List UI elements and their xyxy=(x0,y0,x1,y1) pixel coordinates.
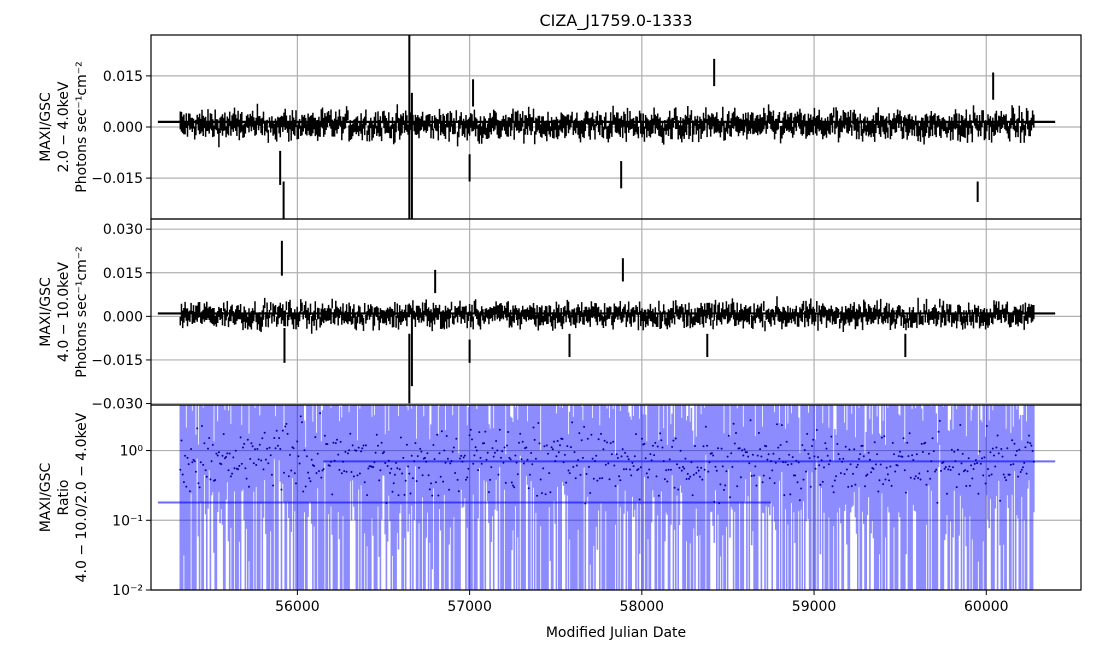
data-series-3 xyxy=(157,405,1056,590)
y-tick-label: 0.030 xyxy=(103,222,143,238)
panel-frame xyxy=(150,404,1082,591)
panel-2: −0.030 −0.015 0.000 0.015 0.030 MAXI/GSC 4.0 −… xyxy=(38,218,1082,413)
error-bars xyxy=(179,103,1035,148)
y-tick-label: 10⁰ xyxy=(120,444,144,460)
ratio-error-bars xyxy=(179,405,1035,590)
y-axis-label-line: Photons sec⁻¹cm⁻² xyxy=(74,246,90,378)
y-tick-label: 0.015 xyxy=(103,266,143,282)
error-bars xyxy=(179,296,1035,334)
ratio-points xyxy=(179,412,1035,505)
y-axis-label: MAXI/GSC 2.0 − 4.0keV Photons sec⁻¹cm⁻² xyxy=(38,61,90,193)
y-axis-label-line: 4.0 − 10.0/2.0 − 4.0keV xyxy=(74,412,90,582)
x-tick-label: 58000 xyxy=(620,599,665,615)
y-tick-label: 0.000 xyxy=(103,120,143,136)
y-tick-label: 0.015 xyxy=(103,69,143,85)
y-tick-label: −0.030 xyxy=(91,397,143,413)
chart-title: CIZA_J1759.0-1333 xyxy=(540,11,693,31)
x-tick-label: 56000 xyxy=(275,599,320,615)
data-series-2 xyxy=(157,240,1056,404)
y-axis-label-line: Ratio xyxy=(56,480,72,516)
y-axis-label-line: MAXI/GSC xyxy=(38,277,54,347)
y-axis-label-line: 2.0 − 4.0keV xyxy=(56,81,72,172)
panel-1: −0.015 0.000 0.015 MAXI/GSC 2.0 − 4.0keV Phot… xyxy=(38,34,1082,220)
y-axis-label-line: 4.0 − 10.0keV xyxy=(56,262,72,362)
y-axis-label-line: MAXI/GSC xyxy=(38,92,54,162)
y-tick-label: 10⁻¹ xyxy=(112,513,143,529)
x-tick-label: 59000 xyxy=(792,599,837,615)
panel-3: 56000 57000 58000 59000 60000 10⁻² 10⁻¹ 10⁰ MAXI… xyxy=(38,404,1082,615)
x-tick-label: 60000 xyxy=(964,599,1009,615)
y-axis-label: MAXI/GSC 4.0 − 10.0keV Photons sec⁻¹cm⁻² xyxy=(38,246,90,378)
y-tick-label: −0.015 xyxy=(91,171,143,187)
y-axis-label: MAXI/GSC Ratio 4.0 − 10.0/2.0 − 4.0keV xyxy=(38,412,90,582)
y-tick-label: 0.000 xyxy=(103,309,143,325)
y-axis-label-line: Photons sec⁻¹cm⁻² xyxy=(74,61,90,193)
x-tick-label: 57000 xyxy=(447,599,492,615)
y-tick-label: −0.015 xyxy=(91,353,143,369)
x-axis-label: Modified Julian Date xyxy=(546,625,686,641)
data-series-1 xyxy=(157,35,1056,219)
y-axis-label-line: MAXI/GSC xyxy=(38,462,54,532)
y-tick-label: 10⁻² xyxy=(112,583,143,599)
